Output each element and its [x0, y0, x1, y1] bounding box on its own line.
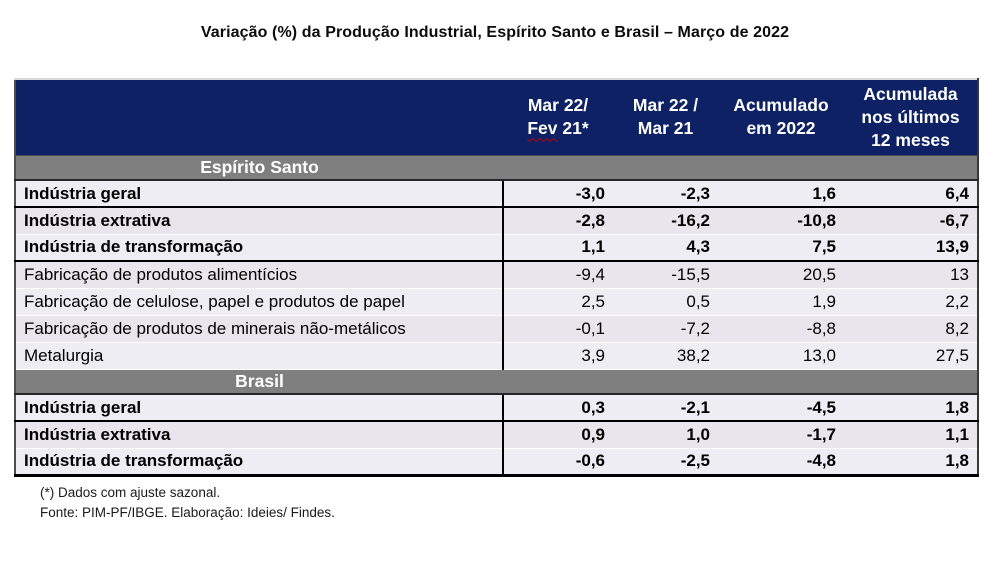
footnote-source: Fonte: PIM-PF/IBGE. Elaboração: Ideies/ …	[40, 505, 335, 521]
header-line: Acumulado	[733, 95, 829, 116]
cell-value: 13	[844, 261, 978, 289]
column-header-mar22-fev21: Mar 22/ Fev 21*	[503, 79, 613, 155]
cell-value: 4,3	[613, 234, 718, 262]
row-label: Indústria extrativa	[15, 207, 503, 235]
cell-value: -2,1	[613, 394, 718, 422]
row-label: Fabricação de celulose, papel e produtos…	[15, 288, 503, 316]
cell-value: 1,6	[718, 180, 844, 208]
cell-value: -0,1	[502, 315, 613, 343]
table-row: Indústria geral 0,3 -2,1 -4,5 1,8	[15, 394, 978, 422]
column-header-acumulado-2022: Acumulado em 2022	[718, 79, 844, 155]
row-label: Indústria de transformação	[15, 448, 503, 476]
section-band-fill	[503, 154, 978, 181]
cell-value: -6,7	[844, 207, 978, 235]
cell-value: 0,5	[613, 288, 718, 316]
cell-value: -7,2	[613, 315, 718, 343]
cell-value: 1,0	[613, 421, 718, 449]
table-row: Indústria extrativa -2,8 -16,2 -10,8 -6,…	[15, 207, 978, 235]
cell-value: -10,8	[718, 207, 844, 235]
table-row: Indústria de transformação 1,1 4,3 7,5 1…	[15, 234, 978, 262]
cell-value: 6,4	[844, 180, 978, 208]
cell-value: 0,3	[502, 394, 613, 422]
cell-value: -2,8	[502, 207, 613, 235]
cell-value: -16,2	[613, 207, 718, 235]
cell-value: -4,8	[718, 448, 844, 476]
header-line: Acumulada	[863, 83, 958, 104]
header-line: 12 meses	[871, 129, 950, 150]
industrial-production-table: Mar 22/ Fev 21* Mar 22 / Mar 21 Acumulad…	[14, 78, 979, 477]
cell-value: 0,9	[502, 421, 613, 449]
page-title: Variação (%) da Produção Industrial, Esp…	[200, 24, 790, 41]
table-row: Fabricação de celulose, papel e produtos…	[15, 288, 978, 316]
table-row: Indústria extrativa 0,9 1,0 -1,7 1,1	[15, 421, 978, 449]
cell-value: -0,6	[502, 448, 613, 476]
table-row: Fabricação de produtos de minerais não-m…	[15, 315, 978, 343]
section-band-fill	[503, 368, 978, 395]
cell-value: -15,5	[613, 261, 718, 289]
cell-value: 7,5	[718, 234, 844, 262]
table-header-row: Mar 22/ Fev 21* Mar 22 / Mar 21 Acumulad…	[15, 79, 978, 155]
cell-value: 1,8	[844, 448, 978, 476]
section-band-label: Brasil	[15, 368, 503, 395]
cell-value: -9,4	[502, 261, 613, 289]
row-label: Indústria de transformação	[15, 234, 503, 262]
row-label: Fabricação de produtos de minerais não-m…	[15, 315, 503, 343]
cell-value: 1,8	[844, 394, 978, 422]
row-label: Indústria geral	[15, 394, 503, 422]
header-line-rest: 21*	[557, 118, 589, 139]
cell-value: 27,5	[844, 342, 978, 370]
column-header-acumulada-12-meses: Acumulada nos últimos 12 meses	[844, 79, 978, 155]
cell-value: 8,2	[844, 315, 978, 343]
cell-value: -8,8	[718, 315, 844, 343]
cell-value: 2,2	[844, 288, 978, 316]
row-label: Indústria extrativa	[15, 421, 503, 449]
cell-value: -1,7	[718, 421, 844, 449]
header-line: Mar 22/	[527, 95, 589, 116]
cell-value: 13,9	[844, 234, 978, 262]
cell-value: -3,0	[502, 180, 613, 208]
cell-value: 1,9	[718, 288, 844, 316]
table-row: Indústria geral -3,0 -2,3 1,6 6,4	[15, 180, 978, 208]
cell-value: 13,0	[718, 342, 844, 370]
table-row: Metalurgia 3,9 38,2 13,0 27,5	[15, 342, 978, 370]
header-line: nos últimos	[861, 106, 960, 127]
spellcheck-word: Fev	[527, 118, 558, 139]
cell-value: 1,1	[502, 234, 613, 262]
table-row: Fabricação de produtos alimentícios -9,4…	[15, 261, 978, 289]
footnote-asterisk: (*) Dados com ajuste sazonal.	[40, 484, 221, 500]
header-line: Mar 22 /	[632, 95, 699, 116]
row-label: Fabricação de produtos alimentícios	[15, 261, 503, 289]
header-corner-cell	[15, 79, 503, 155]
section-band-espirito-santo: Espírito Santo	[15, 154, 978, 181]
section-band-label: Espírito Santo	[15, 154, 503, 181]
cell-value: 38,2	[613, 342, 718, 370]
section-band-brasil: Brasil	[15, 368, 978, 395]
row-label: Metalurgia	[15, 342, 503, 370]
cell-value: -4,5	[718, 394, 844, 422]
table-row: Indústria de transformação -0,6 -2,5 -4,…	[15, 448, 978, 476]
header-line: em 2022	[746, 118, 816, 139]
column-header-mar22-mar21: Mar 22 / Mar 21	[613, 79, 718, 155]
cell-value: 20,5	[718, 261, 844, 289]
header-line: Fev 21*	[506, 117, 610, 140]
cell-value: 2,5	[502, 288, 613, 316]
cell-value: -2,5	[613, 448, 718, 476]
footnotes: (*) Dados com ajuste sazonal. Fonte: PIM…	[40, 483, 990, 525]
header-line: Mar 21	[637, 118, 694, 139]
row-label: Indústria geral	[15, 180, 503, 208]
cell-value: -2,3	[613, 180, 718, 208]
cell-value: 3,9	[502, 342, 613, 370]
cell-value: 1,1	[844, 421, 978, 449]
